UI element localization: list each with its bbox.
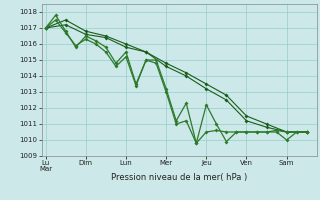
X-axis label: Pression niveau de la mer( hPa ): Pression niveau de la mer( hPa ) — [111, 173, 247, 182]
